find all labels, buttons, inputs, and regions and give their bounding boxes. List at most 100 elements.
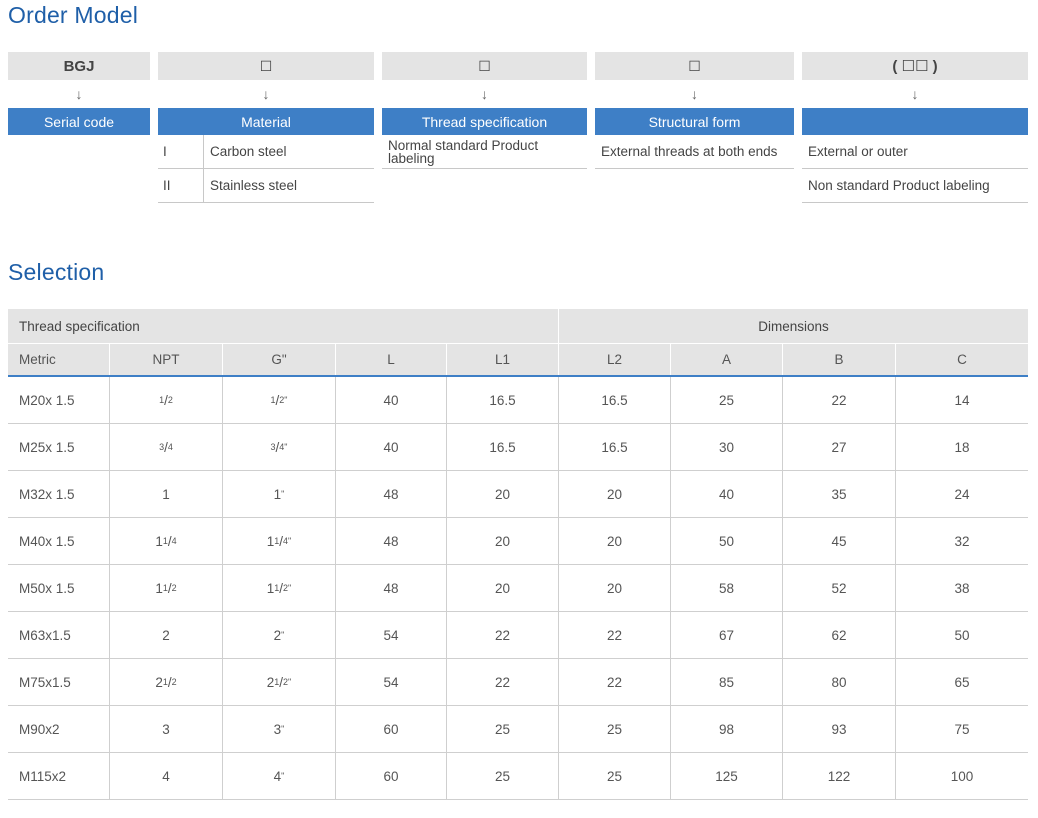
selection-group-header: Thread specification Dimensions xyxy=(8,309,1028,343)
cell-g: 1 " xyxy=(223,471,336,517)
cell-metric: M32x 1.5 xyxy=(8,471,110,517)
cell-npt: 2 1/2 xyxy=(110,659,223,705)
cell-c: 24 xyxy=(954,486,970,502)
om-optional-row: External or outer xyxy=(802,135,1028,169)
cell-b: 62 xyxy=(783,612,896,658)
cell-l2: 20 xyxy=(559,518,671,564)
cell-l: 48 xyxy=(336,518,447,564)
fraction-denominator: 4 xyxy=(279,442,285,452)
fraction-numerator: 1 xyxy=(270,395,276,405)
om-column-material: ☐ ↓ Material I Carbon steel II Stainless… xyxy=(158,52,374,203)
cell-l: 40 xyxy=(336,377,447,423)
fraction-whole: 1 xyxy=(162,486,170,502)
cell-g: 1/2 " xyxy=(223,377,336,423)
inch-mark: " xyxy=(281,630,285,640)
cell-a: 98 xyxy=(671,706,783,752)
om-material-row: II Stainless steel xyxy=(158,169,374,203)
om-code-serial: BGJ xyxy=(8,52,150,80)
cell-a: 40 xyxy=(671,471,783,517)
fraction-whole: 1 xyxy=(266,580,275,596)
cell-a: 50 xyxy=(671,518,783,564)
fraction-denominator: 4 xyxy=(167,442,173,452)
fraction-whole: 2 xyxy=(155,674,163,690)
cell-l: 54 xyxy=(336,612,447,658)
selection-table-body: M20x 1.5 1/2 1/2 " 40 16.5 16.5 25 22 14 M25x 1.5 3… xyxy=(8,377,1028,800)
cell-b: 27 xyxy=(783,424,896,470)
fraction-denominator: 2 xyxy=(283,677,289,687)
down-arrow-icon: ↓ xyxy=(262,86,270,102)
cell-l2: 22 xyxy=(559,612,671,658)
om-header-optional xyxy=(802,108,1028,135)
fraction-whole: 1 xyxy=(155,580,163,596)
om-header-structure: Structural form xyxy=(595,108,794,135)
om-header-serial: Serial code xyxy=(8,108,150,135)
om-column-thread: ☐ ↓ Thread specification Normal standard… xyxy=(382,52,587,169)
om-code-material: ☐ xyxy=(158,52,374,80)
om-material-row: I Carbon steel xyxy=(158,135,374,169)
fraction-numerator: 1 xyxy=(159,395,165,405)
fraction-slash: / xyxy=(279,674,284,690)
down-arrow-icon: ↓ xyxy=(911,86,919,102)
cell-l1: 20 xyxy=(447,518,559,564)
cell-npt: 1 1/4 xyxy=(110,518,223,564)
table-row: M25x 1.5 3/4 3/4 " 40 16.5 16.5 30 27 18 xyxy=(8,424,1028,471)
om-structure-row: External threads at both ends xyxy=(595,135,794,169)
column-header: L2 xyxy=(559,344,671,375)
cell-npt: 4 xyxy=(110,753,223,799)
down-arrow-icon: ↓ xyxy=(75,86,83,102)
fraction-denominator: 2 xyxy=(283,583,289,593)
cell-b: 22 xyxy=(783,377,896,423)
column-header: L xyxy=(336,344,447,375)
fraction-denominator: 4 xyxy=(283,536,289,546)
fraction-numerator: 3 xyxy=(159,442,165,452)
cell-l: 48 xyxy=(336,471,447,517)
fraction-whole: 4 xyxy=(273,768,282,784)
cell-l2: 20 xyxy=(559,471,671,517)
cell-a: 25 xyxy=(671,377,783,423)
cell-l: 48 xyxy=(336,565,447,611)
fraction-whole: 1 xyxy=(273,486,282,502)
fraction-denominator: 2 xyxy=(167,395,173,405)
cell-npt: 1/2 xyxy=(110,377,223,423)
column-header: L1 xyxy=(447,344,559,375)
table-row: M90x2 3 3 " 60 25 25 98 93 75 xyxy=(8,706,1028,753)
cell-metric: M63x1.5 xyxy=(8,612,110,658)
column-header: C xyxy=(957,352,967,367)
cell-l1: 20 xyxy=(447,471,559,517)
om-column-serial: BGJ ↓ Serial code xyxy=(8,52,150,135)
cell-npt: 1 1/2 xyxy=(110,565,223,611)
cell-c: 14 xyxy=(954,392,970,408)
cell-metric: M50x 1.5 xyxy=(8,565,110,611)
om-material-num: I xyxy=(158,135,204,168)
column-header: NPT xyxy=(110,344,223,375)
fraction-numerator: 1 xyxy=(274,677,280,687)
inch-mark: " xyxy=(281,489,285,499)
cell-c: 65 xyxy=(954,674,970,690)
cell-l1: 20 xyxy=(447,565,559,611)
fraction-numerator: 3 xyxy=(270,442,276,452)
cell-l1: 25 xyxy=(447,706,559,752)
om-code-thread: ☐ xyxy=(382,52,587,80)
cell-g: 3 " xyxy=(223,706,336,752)
cell-metric: M25x 1.5 xyxy=(8,424,110,470)
inch-mark: " xyxy=(288,677,292,687)
om-material-num: II xyxy=(158,169,204,202)
cell-metric: M20x 1.5 xyxy=(8,377,110,423)
cell-metric: M40x 1.5 xyxy=(8,518,110,564)
selection-title: Selection xyxy=(8,259,105,285)
fraction-slash: / xyxy=(164,392,168,408)
cell-l1: 25 xyxy=(447,753,559,799)
cell-c: 18 xyxy=(954,439,970,455)
cell-metric: M115x2 xyxy=(8,753,110,799)
cell-b: 35 xyxy=(783,471,896,517)
cell-npt: 1 xyxy=(110,471,223,517)
cell-l: 54 xyxy=(336,659,447,705)
inch-mark: " xyxy=(281,724,285,734)
fraction-slash: / xyxy=(167,533,172,549)
cell-g: 3/4 " xyxy=(223,424,336,470)
cell-c: 38 xyxy=(954,580,970,596)
cell-l2: 25 xyxy=(559,753,671,799)
selection-column-header: Metric NPT G" L L1 L2 A B C xyxy=(8,343,1028,377)
fraction-slash: / xyxy=(275,392,280,408)
order-model-title: Order Model xyxy=(8,2,139,28)
